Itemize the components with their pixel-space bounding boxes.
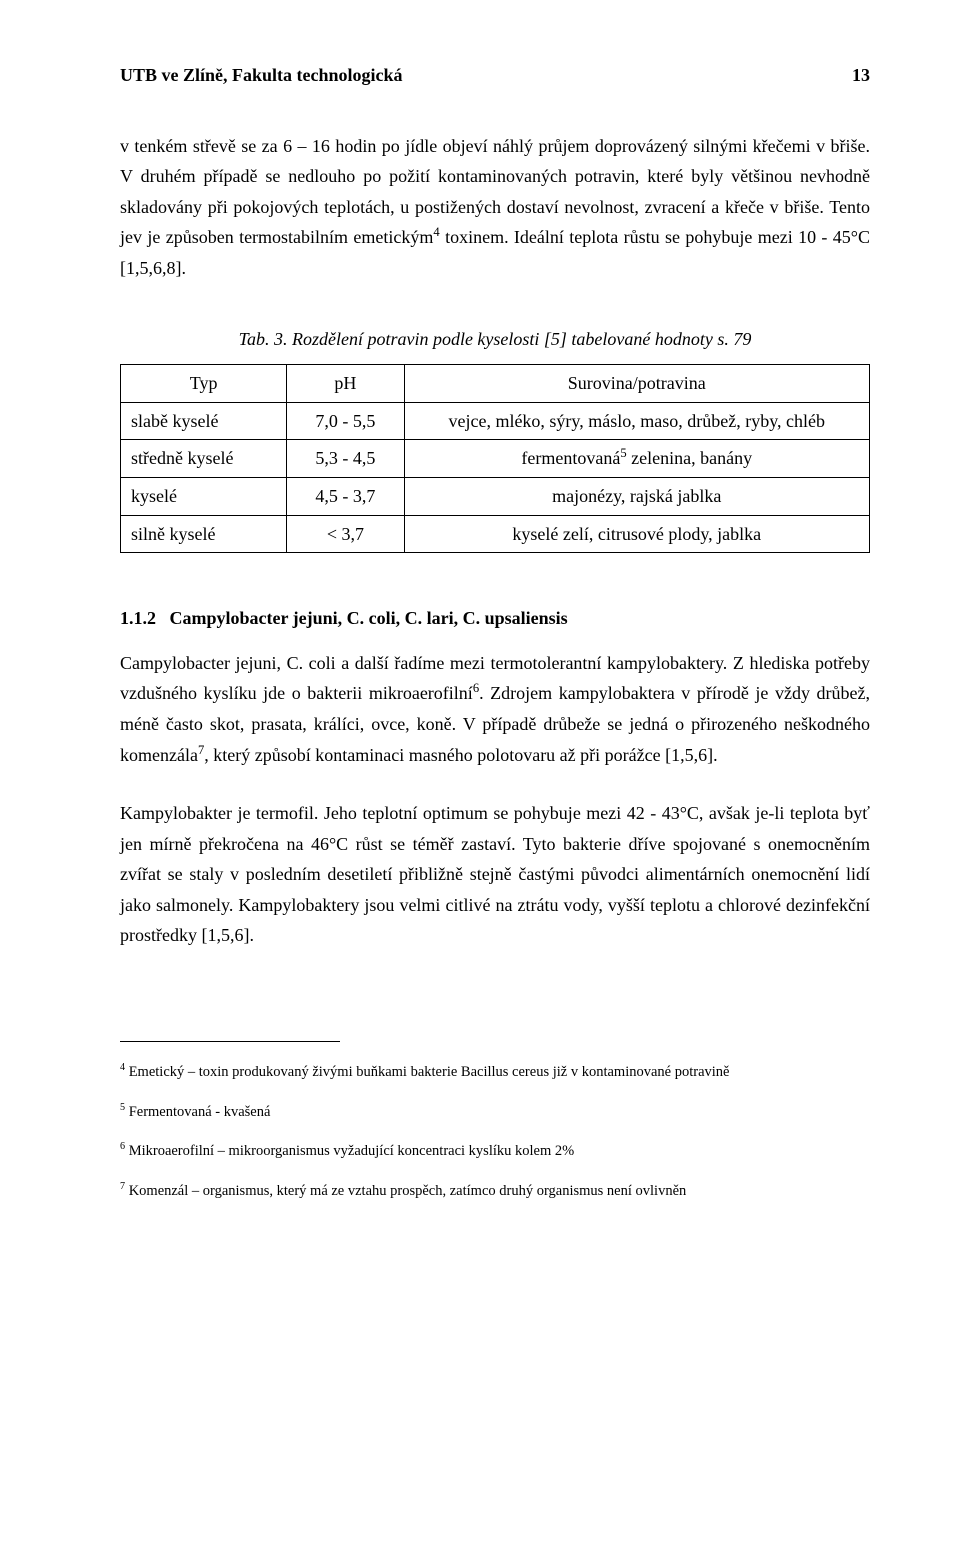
cell-food-pre: fermentovaná [521, 448, 620, 468]
footnote-4: 4 Emetický – toxin produkovaný živými bu… [120, 1060, 870, 1084]
cell-ph: 5,3 - 4,5 [287, 440, 404, 478]
fn4-ital: Bacillus cereus [461, 1064, 549, 1080]
th-type: Typ [121, 365, 287, 403]
footnote-7: 7 Komenzál – organismus, který má ze vzt… [120, 1179, 870, 1203]
fn6-text: Mikroaerofilní – mikroorganismus vyžaduj… [125, 1143, 574, 1159]
th-food: Surovina/potravina [404, 365, 869, 403]
cell-type: středně kyselé [121, 440, 287, 478]
cell-type: kyselé [121, 477, 287, 515]
fn4-post: již v kontaminované potravině [549, 1064, 729, 1080]
section-title: Campylobacter jejuni, C. coli, C. lari, … [170, 608, 568, 628]
cell-food-post: zelenina, banány [627, 448, 752, 468]
paragraph-3: Kampylobakter je termofil. Jeho teplotní… [120, 798, 870, 951]
table-header-row: Typ pH Surovina/potravina [121, 365, 870, 403]
fn4-pre: Emetický – toxin produkovaný živými buňk… [125, 1064, 461, 1080]
footnote-separator [120, 1041, 340, 1042]
footnote-5: 5 Fermentovaná - kvašená [120, 1100, 870, 1124]
section-number: 1.1.2 [120, 608, 156, 628]
page-header: UTB ve Zlíně, Fakulta technologická 13 [120, 60, 870, 91]
table-row: slabě kyselé 7,0 - 5,5 vejce, mléko, sýr… [121, 402, 870, 440]
table-row: silně kyselé < 3,7 kyselé zelí, citrusov… [121, 515, 870, 553]
th-ph: pH [287, 365, 404, 403]
table-row: středně kyselé 5,3 - 4,5 fermentovaná5 z… [121, 440, 870, 478]
table-row: kyselé 4,5 - 3,7 majonézy, rajská jablka [121, 477, 870, 515]
cell-ph: 7,0 - 5,5 [287, 402, 404, 440]
section-heading: 1.1.2 Campylobacter jejuni, C. coli, C. … [120, 603, 870, 634]
cell-ph: 4,5 - 3,7 [287, 477, 404, 515]
paragraph-2: Campylobacter jejuni, C. coli a další řa… [120, 648, 870, 770]
cell-type: slabě kyselé [121, 402, 287, 440]
footnote-6: 6 Mikroaerofilní – mikroorganismus vyžad… [120, 1139, 870, 1163]
page-number: 13 [852, 60, 870, 91]
acidity-table: Typ pH Surovina/potravina slabě kyselé 7… [120, 364, 870, 553]
header-left: UTB ve Zlíně, Fakulta technologická [120, 60, 403, 91]
cell-ph: < 3,7 [287, 515, 404, 553]
cell-food: fermentovaná5 zelenina, banány [404, 440, 869, 478]
para2c: , který způsobí kontaminaci masného polo… [204, 745, 717, 765]
fn7-text: Komenzál – organismus, který má ze vztah… [125, 1183, 686, 1199]
fn5-text: Fermentovaná - kvašená [125, 1103, 270, 1119]
cell-type: silně kyselé [121, 515, 287, 553]
table-caption: Tab. 3. Rozdělení potravin podle kyselos… [120, 324, 870, 355]
cell-food: kyselé zelí, citrusové plody, jablka [404, 515, 869, 553]
paragraph-1: v tenkém střevě se za 6 – 16 hodin po jí… [120, 131, 870, 284]
cell-food: vejce, mléko, sýry, máslo, maso, drůbež,… [404, 402, 869, 440]
cell-food: majonézy, rajská jablka [404, 477, 869, 515]
